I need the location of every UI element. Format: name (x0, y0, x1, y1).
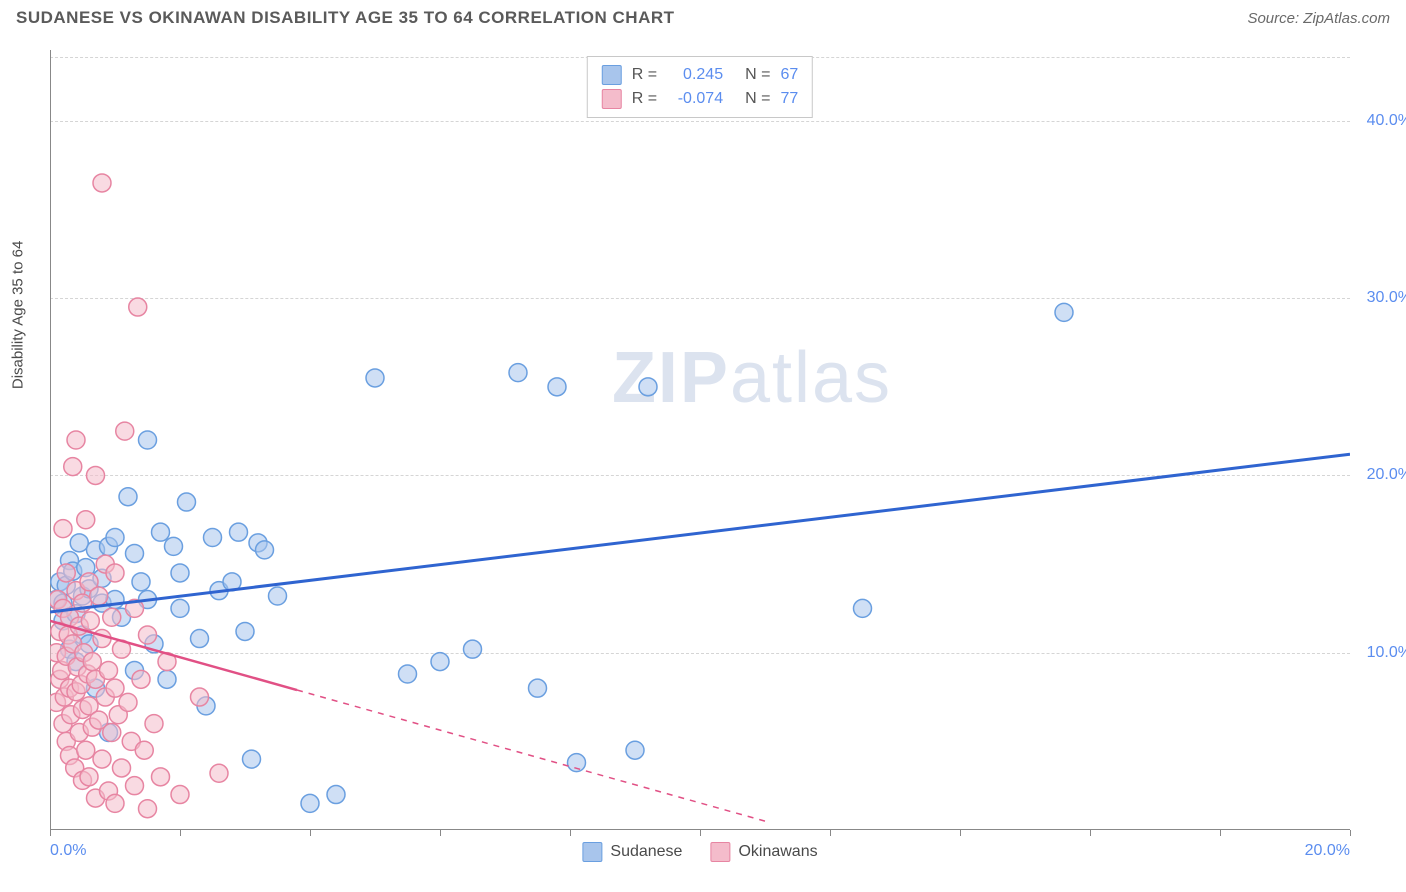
legend-item-okinawans: Okinawans (710, 842, 817, 862)
legend-swatch-okinawans (602, 89, 622, 109)
data-point-okinawans (132, 670, 150, 688)
data-point-okinawans (145, 715, 163, 733)
legend-label-sudanese: Sudanese (610, 843, 682, 861)
data-point-sudanese (158, 670, 176, 688)
trend-line-dashed-okinawans (297, 690, 765, 821)
data-point-sudanese (178, 493, 196, 511)
data-point-sudanese (301, 794, 319, 812)
y-tick-label: 20.0% (1367, 466, 1406, 484)
data-point-sudanese (269, 587, 287, 605)
data-point-sudanese (171, 599, 189, 617)
data-point-sudanese (509, 364, 527, 382)
data-point-okinawans (93, 630, 111, 648)
data-point-sudanese (165, 537, 183, 555)
legend-correlation: R = 0.245 N = 67 R = -0.074 N = 77 (587, 56, 813, 118)
legend-item-sudanese: Sudanese (582, 842, 682, 862)
data-point-sudanese (431, 653, 449, 671)
legend-row-sudanese: R = 0.245 N = 67 (602, 63, 798, 87)
chart-title: SUDANESE VS OKINAWAN DISABILITY AGE 35 T… (16, 8, 675, 28)
y-tick-label: 10.0% (1367, 644, 1406, 662)
legend-n-value-okinawans: 77 (780, 90, 798, 108)
data-point-okinawans (126, 777, 144, 795)
data-point-sudanese (548, 378, 566, 396)
data-point-okinawans (119, 693, 137, 711)
data-point-sudanese (139, 431, 157, 449)
legend-r-value-sudanese: 0.245 (667, 66, 723, 84)
legend-swatch-sudanese-bottom (582, 842, 602, 862)
data-point-sudanese (399, 665, 417, 683)
data-point-sudanese (529, 679, 547, 697)
legend-n-label: N = (745, 90, 770, 108)
data-point-okinawans (80, 768, 98, 786)
data-point-okinawans (77, 511, 95, 529)
legend-r-label: R = (632, 90, 657, 108)
legend-n-label: N = (745, 66, 770, 84)
data-point-okinawans (113, 759, 131, 777)
data-point-okinawans (191, 688, 209, 706)
data-point-sudanese (171, 564, 189, 582)
data-point-okinawans (81, 612, 99, 630)
data-point-sudanese (366, 369, 384, 387)
data-point-sudanese (204, 529, 222, 547)
x-tick-label: 20.0% (1305, 842, 1350, 860)
data-point-okinawans (87, 466, 105, 484)
data-point-okinawans (171, 786, 189, 804)
data-point-okinawans (103, 724, 121, 742)
data-point-sudanese (243, 750, 261, 768)
chart-source: Source: ZipAtlas.com (1247, 10, 1390, 27)
data-point-sudanese (236, 622, 254, 640)
data-point-okinawans (139, 800, 157, 818)
data-point-okinawans (77, 741, 95, 759)
y-axis-title: Disability Age 35 to 64 (10, 241, 27, 389)
data-point-okinawans (90, 587, 108, 605)
data-point-okinawans (210, 764, 228, 782)
chart-area: Disability Age 35 to 64 10.0%20.0%30.0%4… (50, 50, 1350, 830)
legend-swatch-okinawans-bottom (710, 842, 730, 862)
scatter-plot (50, 50, 1350, 830)
data-point-okinawans (152, 768, 170, 786)
legend-label-okinawans: Okinawans (738, 843, 817, 861)
data-point-okinawans (64, 458, 82, 476)
data-point-sudanese (191, 630, 209, 648)
data-point-sudanese (464, 640, 482, 658)
legend-n-value-sudanese: 67 (780, 66, 798, 84)
legend-row-okinawans: R = -0.074 N = 77 (602, 87, 798, 111)
data-point-sudanese (126, 544, 144, 562)
data-point-okinawans (129, 298, 147, 316)
data-point-okinawans (106, 679, 124, 697)
legend-r-value-okinawans: -0.074 (667, 90, 723, 108)
data-point-okinawans (93, 750, 111, 768)
data-point-sudanese (230, 523, 248, 541)
data-point-sudanese (1055, 303, 1073, 321)
data-point-okinawans (57, 564, 75, 582)
data-point-sudanese (256, 541, 274, 559)
legend-swatch-sudanese (602, 65, 622, 85)
data-point-sudanese (152, 523, 170, 541)
data-point-okinawans (106, 564, 124, 582)
data-point-sudanese (639, 378, 657, 396)
data-point-sudanese (70, 534, 88, 552)
data-point-sudanese (106, 529, 124, 547)
data-point-okinawans (139, 626, 157, 644)
y-tick-label: 30.0% (1367, 289, 1406, 307)
data-point-okinawans (135, 741, 153, 759)
data-point-sudanese (854, 599, 872, 617)
data-point-okinawans (103, 608, 121, 626)
chart-header: SUDANESE VS OKINAWAN DISABILITY AGE 35 T… (0, 0, 1406, 32)
data-point-sudanese (626, 741, 644, 759)
legend-series: Sudanese Okinawans (582, 842, 817, 862)
data-point-okinawans (106, 794, 124, 812)
y-tick-label: 40.0% (1367, 112, 1406, 130)
data-point-sudanese (132, 573, 150, 591)
data-point-okinawans (67, 431, 85, 449)
data-point-sudanese (327, 786, 345, 804)
data-point-sudanese (119, 488, 137, 506)
legend-r-label: R = (632, 66, 657, 84)
x-tick-label: 0.0% (50, 842, 86, 860)
data-point-okinawans (93, 174, 111, 192)
data-point-okinawans (100, 661, 118, 679)
data-point-okinawans (116, 422, 134, 440)
data-point-okinawans (54, 520, 72, 538)
data-point-okinawans (83, 653, 101, 671)
